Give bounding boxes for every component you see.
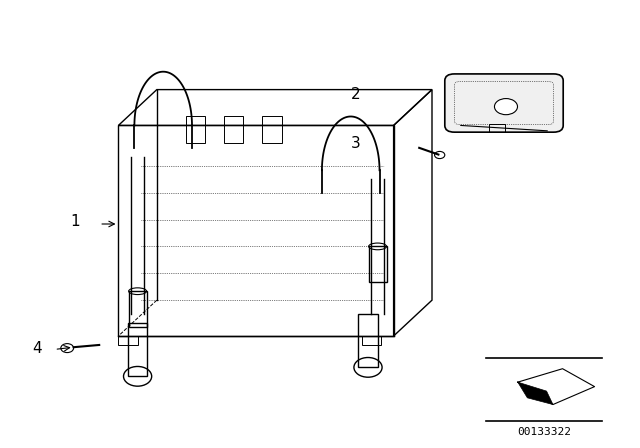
Bar (262, 116, 282, 143)
Circle shape (495, 99, 518, 115)
Polygon shape (518, 382, 553, 405)
Bar (362, 336, 381, 345)
Bar (118, 336, 138, 345)
Bar (489, 124, 505, 132)
Bar (186, 116, 205, 143)
FancyBboxPatch shape (445, 74, 563, 132)
Bar (224, 116, 243, 143)
Bar (129, 291, 147, 327)
Text: 3: 3 (350, 136, 360, 151)
Text: 00133322: 00133322 (517, 427, 571, 437)
Bar (358, 314, 378, 367)
Bar (369, 246, 387, 282)
Bar (128, 323, 147, 376)
Text: 2: 2 (350, 86, 360, 102)
Text: 4: 4 (32, 341, 42, 356)
Text: 1: 1 (70, 214, 81, 229)
